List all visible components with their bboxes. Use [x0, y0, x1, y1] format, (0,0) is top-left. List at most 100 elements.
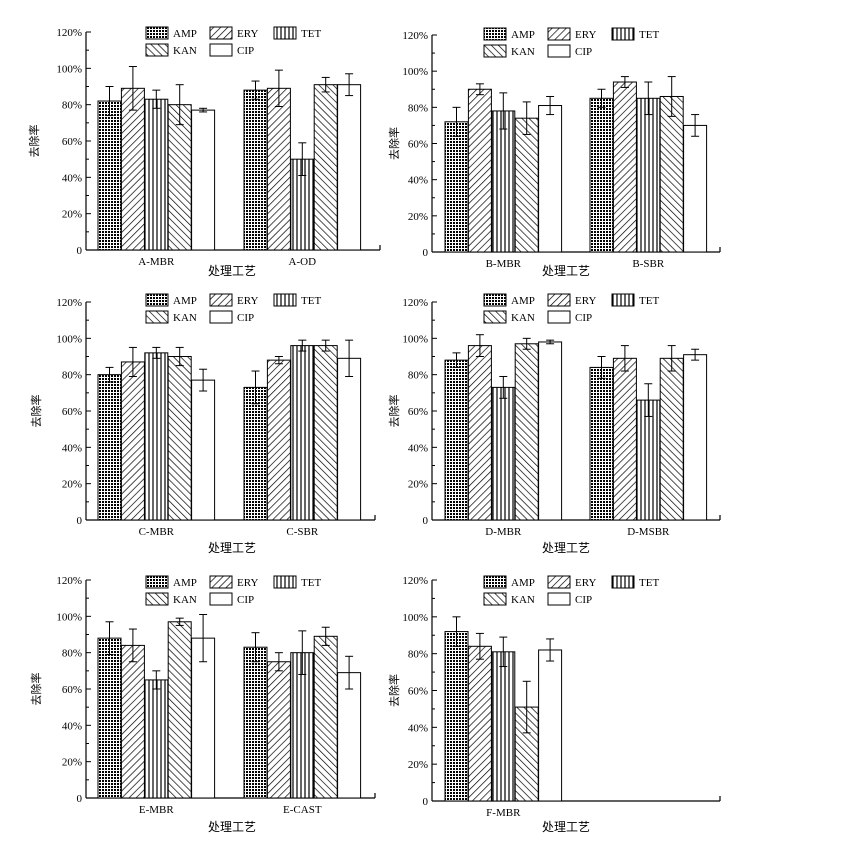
legend-swatch-tet: [611, 27, 635, 41]
legend-label-kan: KAN: [511, 46, 535, 58]
legend-label-tet: TET: [301, 577, 321, 589]
legend-swatch-tet: [611, 293, 635, 307]
x-tick-label: F-MBR: [486, 807, 521, 819]
y-tick-label: 40%: [62, 442, 82, 454]
bar-ery-d-mbr: [467, 345, 492, 521]
x-tick-label: E-MBR: [139, 804, 175, 816]
legend-swatch-cip: [547, 44, 571, 58]
legend-label-tet: TET: [301, 295, 321, 307]
legend-swatch-cip: [547, 592, 571, 606]
x-axis-title: 处理工艺: [208, 541, 256, 555]
legend-swatch-kan: [145, 592, 169, 606]
bar-ery-f-mbr: [467, 645, 492, 802]
bar-cip-c-sbr: [337, 357, 362, 521]
y-tick-label: 120%: [56, 27, 82, 39]
legend-label-kan: KAN: [173, 594, 197, 606]
legend-swatch-cip: [209, 43, 233, 57]
bar-ery-a-od: [266, 87, 291, 251]
y-tick-label: 60%: [408, 139, 428, 151]
y-tick-label: 20%: [408, 211, 428, 223]
bar-cip-c-mbr: [191, 379, 216, 521]
legend-label-cip: CIP: [575, 312, 592, 324]
y-tick-label: 120%: [402, 575, 428, 587]
y-tick-label: 100%: [402, 612, 428, 624]
bar-cip-b-sbr: [683, 124, 708, 253]
legend-label-amp: AMP: [511, 295, 535, 307]
x-tick-label: E-CAST: [283, 804, 322, 816]
y-tick-label: 0: [423, 247, 429, 259]
bar-tet-e-mbr: [144, 679, 169, 799]
legend-label-ery: ERY: [575, 295, 596, 307]
bar-tet-d-mbr: [491, 386, 516, 521]
bar-amp-e-mbr: [97, 637, 122, 799]
bar-cip-a-mbr: [191, 109, 216, 251]
y-tick-label: 40%: [408, 175, 428, 187]
legend-label-amp: AMP: [511, 29, 535, 41]
y-tick-label: 120%: [402, 30, 428, 42]
legend-label-cip: CIP: [237, 312, 254, 324]
bar-amp-a-mbr: [97, 100, 122, 251]
y-tick-label: 40%: [408, 722, 428, 734]
bar-cip-e-cast: [337, 672, 362, 799]
bar-ery-c-mbr: [120, 361, 145, 521]
y-tick-label: 60%: [62, 136, 82, 148]
y-tick-label: 120%: [56, 297, 82, 309]
y-tick-label: 0: [423, 515, 429, 527]
x-tick-label: B-MBR: [486, 258, 522, 270]
y-tick-label: 60%: [408, 686, 428, 698]
y-tick-label: 40%: [62, 720, 82, 732]
y-axis-label: 去除率: [387, 674, 401, 707]
bar-ery-e-cast: [266, 661, 291, 799]
y-tick-label: 100%: [56, 63, 82, 75]
bar-ery-b-mbr: [467, 88, 492, 253]
y-tick-label: 20%: [62, 209, 82, 221]
y-tick-label: 0: [77, 793, 83, 805]
bar-kan-a-od: [313, 84, 338, 251]
x-tick-label: A-OD: [289, 256, 317, 268]
legend-label-tet: TET: [639, 29, 659, 41]
legend-label-tet: TET: [301, 28, 321, 40]
legend-label-kan: KAN: [511, 312, 535, 324]
legend-label-amp: AMP: [511, 577, 535, 589]
bar-cip-a-od: [337, 84, 362, 251]
legend-label-cip: CIP: [575, 594, 592, 606]
legend-label-cip: CIP: [237, 45, 254, 57]
bar-amp-d-mbr: [444, 359, 469, 521]
legend-label-ery: ERY: [237, 295, 258, 307]
y-tick-label: 20%: [62, 479, 82, 491]
legend-swatch-ery: [547, 27, 571, 41]
bar-tet-a-mbr: [144, 98, 169, 251]
bar-cip-d-msbr: [683, 354, 708, 521]
y-tick-label: 60%: [62, 406, 82, 418]
x-tick-label: A-MBR: [138, 256, 175, 268]
legend-label-amp: AMP: [173, 28, 197, 40]
bar-ery-e-mbr: [120, 644, 145, 799]
y-tick-label: 80%: [62, 100, 82, 112]
y-tick-label: 100%: [402, 66, 428, 78]
y-axis-label: 去除率: [29, 395, 43, 428]
x-tick-label: C-MBR: [139, 526, 175, 538]
legend-swatch-amp: [483, 27, 507, 41]
bar-cip-d-mbr: [538, 341, 563, 521]
y-tick-label: 20%: [408, 479, 428, 491]
legend-swatch-ery: [209, 26, 233, 40]
legend-swatch-amp: [483, 293, 507, 307]
legend-swatch-amp: [145, 575, 169, 589]
bar-kan-d-mbr: [514, 343, 539, 521]
bar-cip-b-mbr: [538, 105, 563, 253]
legend-swatch-kan: [145, 310, 169, 324]
x-axis-title: 处理工艺: [208, 820, 256, 834]
y-tick-label: 0: [77, 515, 83, 527]
bar-amp-e-cast: [243, 646, 268, 799]
bar-cip-f-mbr: [538, 649, 563, 802]
y-tick-label: 20%: [408, 759, 428, 771]
legend-swatch-cip: [209, 592, 233, 606]
legend-swatch-cip: [547, 310, 571, 324]
legend-label-kan: KAN: [511, 594, 535, 606]
legend-swatch-kan: [483, 592, 507, 606]
